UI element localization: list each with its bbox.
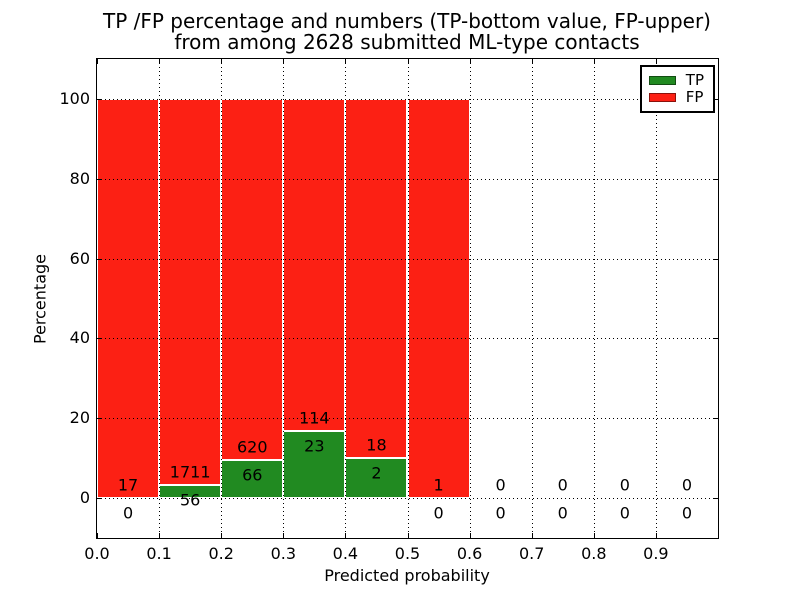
y-tick-label: 40 <box>69 328 90 348</box>
chart-title: TP /FP percentage and numbers (TP-bottom… <box>103 11 711 53</box>
x-tick-mark <box>221 59 223 64</box>
y-tick-mark <box>713 258 718 260</box>
fp-count-label: 17 <box>117 475 139 495</box>
x-gridline <box>655 59 657 538</box>
y-tick-mark <box>97 498 102 500</box>
tp-count-label: 0 <box>557 503 568 523</box>
x-tick-label: 0.6 <box>456 544 483 563</box>
y-tick-mark <box>97 338 102 340</box>
y-tick-mark <box>97 98 102 100</box>
x-gridline <box>531 59 533 538</box>
fp-bar-segment <box>407 98 470 499</box>
legend-item-tp: TP <box>648 71 704 89</box>
y-tick-mark <box>97 418 102 420</box>
x-tick-mark <box>221 533 223 538</box>
fp-bar-segment <box>221 98 284 460</box>
x-tick-label: 0.3 <box>270 544 297 563</box>
fp-count-label: 0 <box>619 475 630 495</box>
x-tick-label: 0.2 <box>208 544 234 563</box>
y-tick-label: 0 <box>79 488 90 508</box>
x-gridline <box>469 59 471 538</box>
fp-bar-segment <box>345 98 408 459</box>
x-tick-label: 0.9 <box>643 544 669 563</box>
x-gridline <box>221 59 223 538</box>
plot-area: TP FP 17 0 1711 56 620 66 114 23 18 2 1 0 0 0 0 0 0 0 0 0 <box>96 58 719 539</box>
x-tick-mark <box>593 533 595 538</box>
x-tick-mark <box>531 533 533 538</box>
x-tick-label: 0.0 <box>84 544 110 563</box>
tp-bar-segment <box>283 431 346 499</box>
x-tick-label: 0.8 <box>581 544 607 563</box>
legend-item-fp: FP <box>648 88 704 106</box>
x-tick-mark <box>531 59 533 64</box>
tp-count-label: 0 <box>681 503 693 523</box>
x-tick-label: 0.1 <box>146 544 172 563</box>
fp-bar-segment <box>283 98 346 432</box>
x-gridline <box>593 59 595 538</box>
x-tick-mark <box>345 59 347 64</box>
fp-count-label: 620 <box>236 437 268 457</box>
y-tick-label: 60 <box>69 248 90 268</box>
fp-count-label: 18 <box>366 435 387 455</box>
fp-count-label: 114 <box>299 408 330 428</box>
tp-legend-swatch <box>648 76 676 85</box>
x-tick-mark <box>593 59 595 64</box>
x-tick-mark <box>655 533 657 538</box>
tp-count-label: 0 <box>619 503 630 523</box>
x-tick-mark <box>283 533 285 538</box>
x-tick-mark <box>407 59 409 64</box>
x-tick-label: 0.4 <box>332 544 359 563</box>
x-tick-mark <box>345 533 347 538</box>
y-tick-label: 20 <box>69 408 90 428</box>
tp-count-label: 0 <box>433 503 444 523</box>
x-tick-mark <box>97 59 98 64</box>
y-tick-mark <box>97 258 102 260</box>
tp-count-label: 0 <box>122 503 134 523</box>
tp-count-label: 2 <box>371 463 382 483</box>
x-tick-label: 0.5 <box>394 544 421 563</box>
fp-count-label: 0 <box>557 475 568 495</box>
chart-title-line-1: TP /FP percentage and numbers (TP-bottom… <box>103 9 711 33</box>
tp-bar-segment <box>221 459 284 499</box>
tp-count-label: 56 <box>179 490 201 510</box>
fp-count-label: 0 <box>495 475 506 495</box>
y-tick-mark <box>713 418 718 420</box>
fp-count-label: 1 <box>433 475 444 495</box>
fp-count-label: 0 <box>681 475 693 495</box>
x-gridline <box>407 59 409 538</box>
y-tick-label: 100 <box>59 88 90 108</box>
y-tick-mark <box>713 98 718 100</box>
x-tick-mark <box>469 533 471 538</box>
x-tick-mark <box>469 59 471 64</box>
x-axis-label: Predicted probability <box>324 566 490 585</box>
x-gridline <box>345 59 347 538</box>
tp-count-label: 23 <box>304 436 325 456</box>
y-tick-mark <box>713 178 718 180</box>
y-tick-mark <box>713 338 718 340</box>
tp-legend-label: TP <box>685 71 704 89</box>
x-tick-label: 0.7 <box>518 544 545 563</box>
x-tick-mark <box>655 59 657 64</box>
fp-legend-label: FP <box>685 88 704 106</box>
y-tick-mark <box>713 498 718 500</box>
x-tick-mark <box>97 533 98 538</box>
y-tick-mark <box>97 178 102 180</box>
y-tick-label: 80 <box>69 168 90 188</box>
fp-legend-swatch <box>648 93 676 102</box>
legend: TP FP <box>639 65 715 113</box>
tp-count-label: 0 <box>495 503 506 523</box>
x-tick-mark <box>283 59 285 64</box>
x-tick-mark <box>407 533 409 538</box>
tp-count-label: 66 <box>242 465 263 485</box>
fp-bar-segment <box>97 98 160 499</box>
x-tick-mark <box>159 533 161 538</box>
x-tick-mark <box>159 59 161 64</box>
x-gridline <box>283 59 285 538</box>
tp-bar-segment <box>345 458 408 499</box>
fp-bar-segment <box>159 98 222 486</box>
fp-count-label: 1711 <box>169 462 211 482</box>
chart-title-line-2: from among 2628 submitted ML-type contac… <box>174 30 640 54</box>
x-gridline <box>159 59 161 538</box>
